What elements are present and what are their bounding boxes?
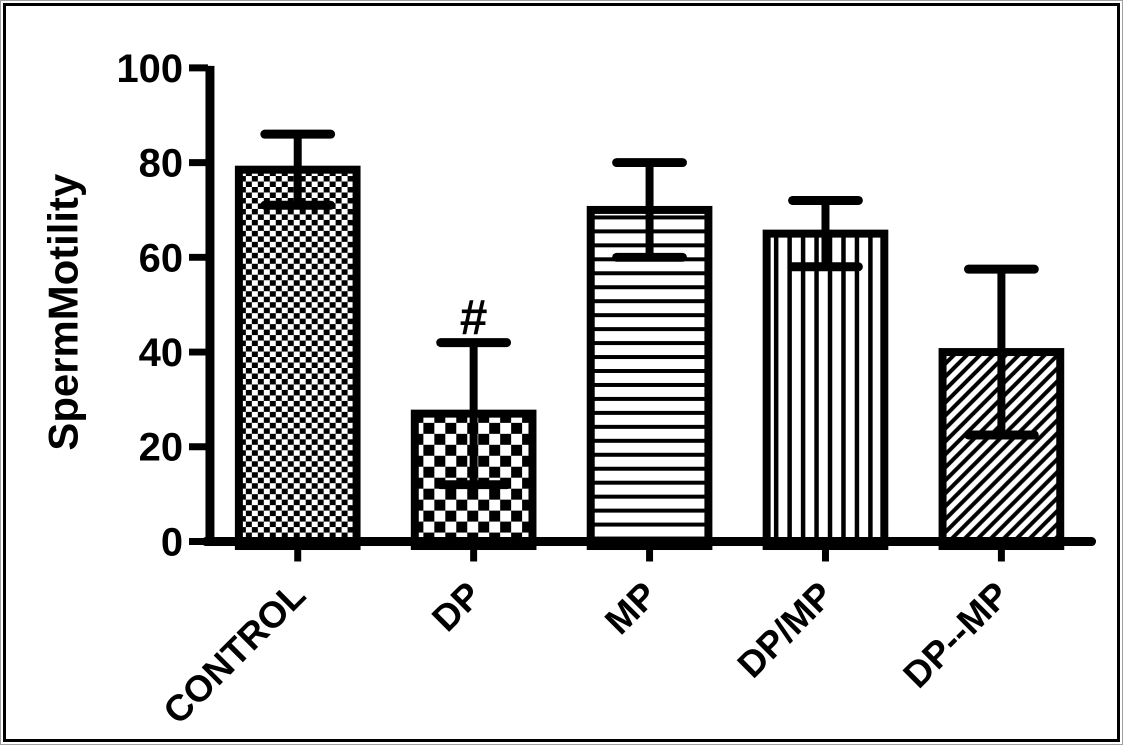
x-tick-label-dp-mp: DP--MP — [895, 574, 1017, 696]
bar-dp-mp — [762, 229, 889, 551]
x-tick-label-control: CONTROL — [155, 574, 313, 732]
y-tick-label-100: 100 — [117, 47, 184, 91]
y-tick-label-80: 80 — [139, 142, 183, 186]
x-tick-label-dp: DP — [424, 574, 489, 639]
y-tick-label-60: 60 — [139, 236, 183, 280]
bar-control — [234, 165, 361, 551]
x-tick-label-mp: MP — [597, 574, 665, 642]
y-tick-label-40: 40 — [139, 331, 183, 375]
y-tick-label-0: 0 — [161, 521, 183, 565]
x-tick-label-dp-mp: DP/MP — [730, 574, 842, 686]
y-tick-label-20: 20 — [139, 426, 183, 470]
axes-layer — [189, 64, 1097, 562]
error-bars-layer — [260, 129, 1039, 490]
y-axis-title: SpermMotility — [39, 173, 86, 451]
bar-chart: CONTROL DP MP DP/MP DP--MP 0 20 40 60 80 100 # Sper… — [39, 47, 1097, 732]
chart-frame: CONTROL DP MP DP/MP DP--MP 0 20 40 60 80 100 # Sper… — [3, 3, 1120, 742]
significance-marker-dp: # — [460, 290, 488, 346]
